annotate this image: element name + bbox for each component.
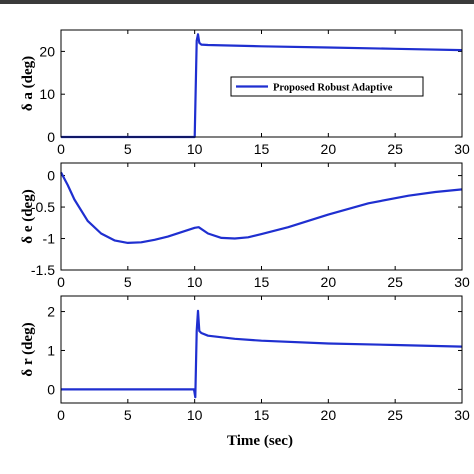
x-tick-label: 30 xyxy=(454,141,470,157)
x-tick-label: 5 xyxy=(124,274,132,290)
y-axis-label: δ a (deg) xyxy=(20,56,36,111)
x-tick-label: 25 xyxy=(387,407,403,423)
x-tick-label: 25 xyxy=(387,274,403,290)
panel-elevator: 0 5 10 15 20 25 30 0 -0.5 -1 -1.5 δ e (deg) xyxy=(20,162,470,290)
x-tick-label: 10 xyxy=(187,141,203,157)
legend: Proposed Robust Adaptive xyxy=(230,76,424,97)
x-tick-label: 30 xyxy=(454,407,470,423)
y-tick-label: -1 xyxy=(43,231,56,247)
axes-frame xyxy=(60,162,463,271)
axes-frame xyxy=(60,29,463,138)
x-tick-label: 20 xyxy=(321,274,337,290)
x-tick-label: 10 xyxy=(187,407,203,423)
y-axis-label: δ e (deg) xyxy=(20,189,36,243)
x-tick-label: 5 xyxy=(124,407,132,423)
y-tick-label: 20 xyxy=(39,43,55,59)
panel-rudder: 0 5 10 15 20 25 30 0 1 2 δ r (deg) xyxy=(20,295,470,423)
y-tick-label: 0 xyxy=(47,381,55,397)
y-tick-label: 0 xyxy=(47,129,55,145)
x-tick-label: 15 xyxy=(254,141,270,157)
x-tick-label: 10 xyxy=(187,274,203,290)
x-tick-label: 20 xyxy=(321,407,337,423)
y-axis-label: δ r (deg) xyxy=(20,322,36,376)
x-tick-label: 30 xyxy=(454,274,470,290)
y-tick-label: -1.5 xyxy=(31,262,55,278)
x-tick-label: 0 xyxy=(57,274,65,290)
x-tick-label: 25 xyxy=(387,141,403,157)
x-tick-label: 15 xyxy=(254,274,270,290)
y-tick-label: -0.5 xyxy=(31,199,55,215)
x-tick-label: 5 xyxy=(124,141,132,157)
series-line xyxy=(61,309,463,399)
x-tick-label: 15 xyxy=(254,407,270,423)
series-line xyxy=(60,171,463,244)
x-tick-label: 20 xyxy=(321,141,337,157)
axes-frame xyxy=(60,295,463,404)
series-line xyxy=(61,33,463,139)
x-axis-label: Time (sec) xyxy=(227,433,293,449)
y-tick-label: 0 xyxy=(47,168,55,184)
legend-box xyxy=(230,76,424,97)
x-tick-label: 0 xyxy=(57,141,65,157)
legend-label: Proposed Robust Adaptive xyxy=(273,83,393,94)
top-border-bar xyxy=(0,0,474,4)
y-tick-label: 10 xyxy=(39,86,55,102)
y-tick-label: 2 xyxy=(47,304,55,320)
x-tick-label: 0 xyxy=(57,407,65,423)
y-tick-label: 1 xyxy=(47,342,55,358)
